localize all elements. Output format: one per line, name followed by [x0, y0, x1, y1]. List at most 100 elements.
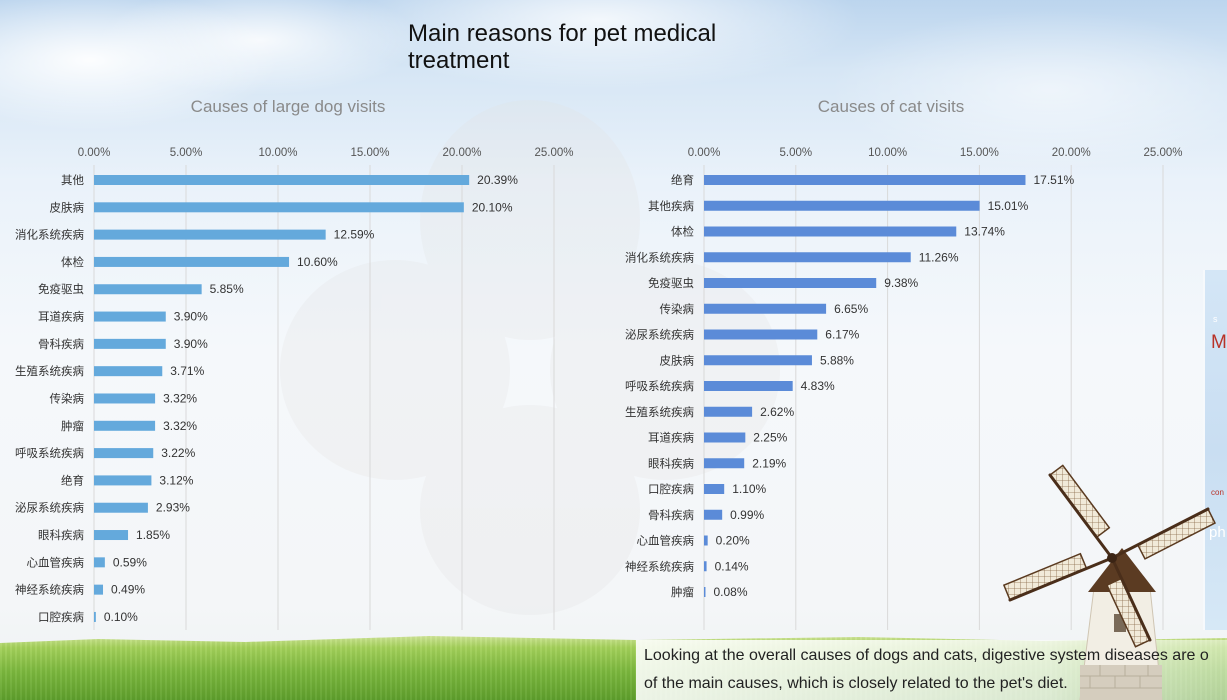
- cat-chart-category-label: 免疫驱虫: [648, 276, 694, 290]
- dog-chart-value-label: 3.32%: [163, 419, 197, 433]
- cat-chart-value-label: 4.83%: [801, 379, 835, 393]
- dog-chart-bar: [94, 502, 148, 513]
- cat-chart-value-label: 11.26%: [919, 250, 959, 264]
- slide-title: Main reasons for pet medical treatment: [408, 20, 717, 74]
- cat-chart-bar: [704, 458, 745, 469]
- side-panel-fragment: M: [1211, 332, 1227, 353]
- cat-chart-value-label: 2.25%: [753, 431, 787, 445]
- cat-chart-value-label: 0.99%: [730, 508, 764, 522]
- cat-chart-tick-label: 15.00%: [960, 147, 999, 159]
- dog-chart-value-label: 3.71%: [170, 364, 204, 378]
- summary-text: Looking at the overall causes of dogs an…: [644, 642, 1209, 698]
- dog-chart-value-label: 20.10%: [472, 200, 513, 214]
- cat-visits-chart: Causes of cat visits 0.00% 5.00% 10.00% 15.0…: [625, 97, 1183, 630]
- side-panel-fragment: ph: [1209, 524, 1226, 541]
- dog-chart-title: Causes of large dog visits: [191, 97, 386, 116]
- cat-chart-bar: [704, 509, 723, 520]
- cat-chart-value-label: 2.62%: [760, 405, 794, 419]
- dog-chart-category-label: 其他: [61, 173, 84, 187]
- cat-chart-category-label: 呼吸系统疾病: [625, 379, 694, 393]
- dog-chart-bar: [94, 284, 202, 295]
- dog-chart-category-label: 泌尿系统疾病: [15, 501, 84, 515]
- cat-chart-bar: [704, 175, 1026, 185]
- dog-chart-value-label: 3.32%: [163, 391, 197, 405]
- cat-chart-bar: [704, 329, 818, 340]
- cat-chart-bar: [704, 252, 911, 263]
- dog-chart-value-label: 3.90%: [174, 337, 208, 351]
- cat-chart-bar: [704, 535, 708, 546]
- dog-chart-bar: [94, 611, 96, 622]
- dog-chart-tick-label: 15.00%: [350, 147, 389, 159]
- cat-chart-bar: [704, 303, 827, 314]
- dog-chart-category-label: 神经系统疾病: [15, 583, 84, 597]
- dog-chart-value-label: 20.39%: [477, 173, 518, 187]
- cat-chart-value-label: 17.51%: [1033, 173, 1074, 187]
- dog-chart-category-label: 眼科疾病: [38, 528, 84, 542]
- cat-chart-category-label: 口腔疾病: [648, 482, 694, 496]
- cat-chart-category-label: 生殖系统疾病: [625, 405, 694, 419]
- dog-chart-bar: [94, 311, 166, 322]
- dog-chart-bar: [94, 256, 290, 267]
- side-panel-fragment: s: [1213, 314, 1218, 324]
- cat-chart-value-label: 0.08%: [713, 585, 747, 599]
- cat-chart-category-label: 眼科疾病: [648, 456, 694, 470]
- dog-chart-category-label: 耳道疾病: [38, 310, 84, 324]
- cat-chart-category-label: 泌尿系统疾病: [625, 328, 694, 342]
- cat-chart-value-label: 5.88%: [820, 353, 854, 367]
- dog-chart-bar: [94, 475, 152, 486]
- dog-chart-tick-label: 0.00%: [78, 147, 111, 159]
- cat-chart-category-label: 心血管疾病: [637, 534, 695, 548]
- cat-chart-category-label: 神经系统疾病: [625, 559, 694, 573]
- cat-chart-bar: [704, 381, 793, 391]
- cat-chart-tick-label: 25.00%: [1143, 147, 1182, 159]
- windmill-illustration: [1002, 464, 1217, 700]
- cat-chart-tick-label: 0.00%: [688, 147, 721, 159]
- cat-chart-value-label: 13.74%: [964, 225, 1005, 239]
- cat-chart-bar: [704, 406, 753, 417]
- cat-chart-value-label: 0.14%: [715, 559, 749, 573]
- cat-chart-bar: [704, 587, 706, 597]
- dog-chart-value-label: 0.10%: [104, 610, 138, 624]
- cat-chart-tick-label: 20.00%: [1052, 147, 1091, 159]
- dog-chart-category-label: 骨科疾病: [38, 337, 84, 351]
- dog-chart-category-label: 绝育: [61, 473, 84, 487]
- dog-chart-value-label: 0.49%: [111, 583, 145, 597]
- cat-chart-category-label: 骨科疾病: [648, 508, 694, 522]
- cat-chart-value-label: 2.19%: [752, 456, 786, 470]
- cat-chart-bar: [704, 484, 725, 494]
- cat-chart-tick-label: 5.00%: [779, 147, 812, 159]
- cat-chart-category-label: 绝育: [671, 173, 694, 187]
- cat-chart-category-label: 皮肤病: [660, 353, 695, 367]
- cat-chart-bar: [704, 561, 707, 572]
- cat-chart-value-label: 6.65%: [834, 302, 868, 316]
- dog-chart-tick-label: 25.00%: [534, 147, 573, 159]
- dog-chart-tick-label: 5.00%: [170, 147, 203, 159]
- dog-chart-value-label: 12.59%: [334, 228, 375, 242]
- cat-chart-category-label: 消化系统疾病: [625, 250, 694, 264]
- dog-chart-category-label: 皮肤病: [50, 200, 85, 214]
- cat-chart-bar: [704, 355, 812, 366]
- dog-chart-bar: [94, 530, 129, 541]
- dog-chart-bar: [94, 420, 156, 431]
- cat-chart-value-label: 1.10%: [732, 482, 766, 496]
- cat-chart-category-label: 肿瘤: [671, 585, 694, 599]
- side-panel-partial: s M con ph: [1203, 270, 1227, 630]
- cat-chart-value-label: 6.17%: [825, 328, 859, 342]
- dog-chart-value-label: 3.90%: [174, 310, 208, 324]
- cat-chart-value-label: 0.20%: [716, 534, 750, 548]
- dog-chart-value-label: 3.12%: [159, 473, 193, 487]
- cat-chart-tick-label: 10.00%: [868, 147, 907, 159]
- dog-chart-tick-label: 10.00%: [258, 147, 297, 159]
- dog-chart-category-label: 传染病: [50, 391, 85, 405]
- dog-chart-category-label: 肿瘤: [61, 419, 84, 433]
- dog-visits-chart: Causes of large dog visits 0.00% 5.00% 10.0…: [15, 97, 574, 630]
- dog-chart-value-label: 10.60%: [297, 255, 338, 269]
- dog-chart-bar: [94, 175, 470, 185]
- cat-chart-bar: [704, 432, 746, 443]
- dog-chart-bar: [94, 229, 326, 240]
- dog-chart-bar: [94, 393, 156, 404]
- summary-line: Looking at the overall causes of dogs an…: [644, 647, 1209, 664]
- dog-chart-value-label: 3.22%: [161, 446, 195, 460]
- side-panel-fragment: con: [1211, 488, 1224, 497]
